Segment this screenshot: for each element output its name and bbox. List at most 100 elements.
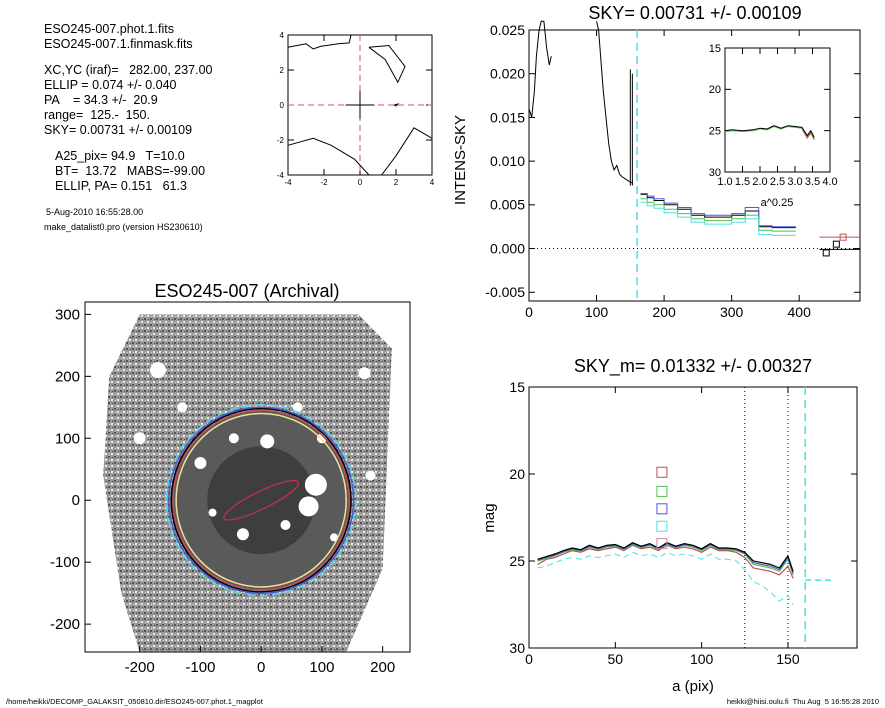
info-bt: BT= 13.72 MABS=-99.00 — [55, 164, 206, 178]
image-inner-ellipse — [223, 479, 300, 521]
info-program: make_datalist0.pro (version HS230610) — [44, 222, 203, 232]
image-mask-hole — [298, 496, 319, 517]
info-file1: ESO245-007.phot.1.fits — [44, 22, 174, 36]
image-ytick-label: 300 — [55, 306, 80, 323]
inset-series-2 — [801, 128, 815, 141]
contour-xtick-label: 4 — [430, 178, 435, 187]
contour-line — [287, 137, 370, 176]
intens-step-cyan — [640, 201, 796, 236]
info-file2: ESO245-007.1.finmask.fits — [44, 37, 193, 51]
mag-xlabel: a (pix) — [672, 678, 714, 695]
mag-ytick-label: 15 — [509, 379, 525, 395]
image-ytick-label: -100 — [50, 554, 80, 571]
mag-legend-square — [656, 538, 668, 550]
image-xtick-label: -200 — [125, 659, 155, 676]
intens-raw-line — [528, 20, 552, 118]
intens-end-point — [832, 240, 840, 248]
intens-xtick-label: 100 — [585, 304, 609, 320]
image-mask-hole — [358, 367, 371, 380]
inset-xlabel: a^0.25 — [761, 197, 794, 209]
image-ytick-label: 100 — [55, 430, 80, 447]
image-mask-hole — [208, 508, 217, 517]
contour-ytick-label: -4 — [277, 171, 285, 180]
image-mask-hole — [292, 402, 303, 413]
image-xtick-label: 200 — [370, 659, 395, 676]
image-mask-hole — [365, 470, 376, 481]
intens-frame — [528, 29, 861, 302]
image-mask-hole — [280, 520, 291, 531]
inset-ytick-label: 15 — [709, 43, 721, 55]
mag-xtick-label: 150 — [776, 651, 800, 667]
info-sky: SKY= 0.00731 +/- 0.00109 — [44, 123, 193, 137]
footer-user: heikki@hiisi.oulu.fi Thu Aug 5 16:55:28 … — [726, 697, 879, 706]
contour-xtick-label: -2 — [320, 178, 328, 187]
intens-xtick-label: 0 — [525, 304, 533, 320]
intens-ytick-label: 0.015 — [490, 109, 525, 125]
inset-xtick-label: 3.0 — [787, 176, 802, 188]
intens-xtick-label: 300 — [720, 304, 744, 320]
intens-ytick-label: 0.000 — [490, 240, 525, 256]
inset-ytick-label: 20 — [709, 84, 721, 96]
image-ellipse — [175, 412, 347, 588]
intens-ytick-label: -0.005 — [485, 284, 525, 300]
contour-xtick-label: 2 — [394, 178, 399, 187]
contour-ytick-label: 0 — [280, 101, 285, 110]
info-ellip-pa: ELLIP, PA= 0.151 61.3 — [55, 179, 187, 193]
info-date: 5-Aug-2010 16:55:28.00 — [46, 207, 144, 217]
mag-title: SKY_m= 0.01332 +/- 0.00327 — [574, 356, 812, 377]
inset-xtick-label: 2.5 — [770, 176, 785, 188]
info-range: range= 125.- 150. — [44, 108, 150, 122]
intens-title: SKY= 0.00731 +/- 0.00109 — [588, 3, 801, 23]
mag-xtick-label: 100 — [690, 651, 714, 667]
image-mask-hole — [228, 433, 239, 444]
inset-xtick-label: 2.0 — [752, 176, 767, 188]
intens-ylabel: INTENS-SKY — [452, 115, 469, 205]
mag-ytick-label: 30 — [509, 640, 525, 656]
contour-ytick-label: -2 — [277, 136, 285, 145]
image-mask-hole — [194, 457, 207, 470]
mag-ytick-label: 25 — [509, 553, 525, 569]
image-ellipse — [172, 409, 351, 591]
mag-xtick-label: 0 — [525, 651, 533, 667]
contour-line — [381, 127, 433, 176]
contour-line — [287, 34, 352, 50]
image-ellipse — [165, 404, 357, 597]
intens-ytick-label: 0.010 — [490, 153, 525, 169]
mag-frame — [528, 386, 858, 649]
contour-ytick-label: 4 — [280, 31, 285, 40]
inset-xtick-label: 4.0 — [822, 176, 837, 188]
mag-ylabel: mag — [481, 503, 498, 532]
intens-xtick-label: 200 — [652, 304, 676, 320]
intens-end-point — [822, 249, 830, 257]
image-galaxy-core — [207, 446, 316, 555]
mag-ytick-label: 20 — [509, 466, 525, 482]
info-pa: PA = 34.3 +/- 20.9 — [44, 93, 158, 107]
mag-legend-square — [656, 466, 668, 478]
footer-path: /home/heikki/DECOMP_GALAKSIT_050810.dir/… — [6, 697, 263, 706]
contour-line — [393, 103, 400, 107]
image-mask-hole — [260, 434, 275, 449]
intens-xtick-label: 400 — [788, 304, 812, 320]
info-ellip: ELLIP = 0.074 +/- 0.040 — [44, 78, 177, 92]
inset-series-1 — [724, 125, 815, 138]
image-mask-hole — [304, 473, 327, 496]
image-ytick-label: 200 — [55, 368, 80, 385]
image-xtick-label: 100 — [309, 659, 334, 676]
image-title: ESO245-007 (Archival) — [154, 281, 339, 301]
mag-legend-square — [656, 520, 668, 532]
image-mask-hole — [149, 362, 166, 379]
contour-line — [368, 44, 406, 84]
intens-ytick-label: 0.025 — [490, 22, 525, 38]
image-mask-hole — [133, 432, 146, 445]
mag-legend-square — [656, 503, 668, 515]
image-mask-hole — [236, 528, 249, 541]
image-ellipse — [168, 406, 355, 594]
intens-ytick-label: 0.005 — [490, 197, 525, 213]
inset-bg — [725, 48, 830, 172]
image-ytick-label: -200 — [50, 616, 80, 633]
info-xcyc: XC,YC (iraf)= 282.00, 237.00 — [44, 63, 213, 77]
inset-xtick-label: 1.0 — [717, 176, 732, 188]
image-ellipse — [170, 407, 352, 593]
image-xtick-label: -100 — [185, 659, 215, 676]
